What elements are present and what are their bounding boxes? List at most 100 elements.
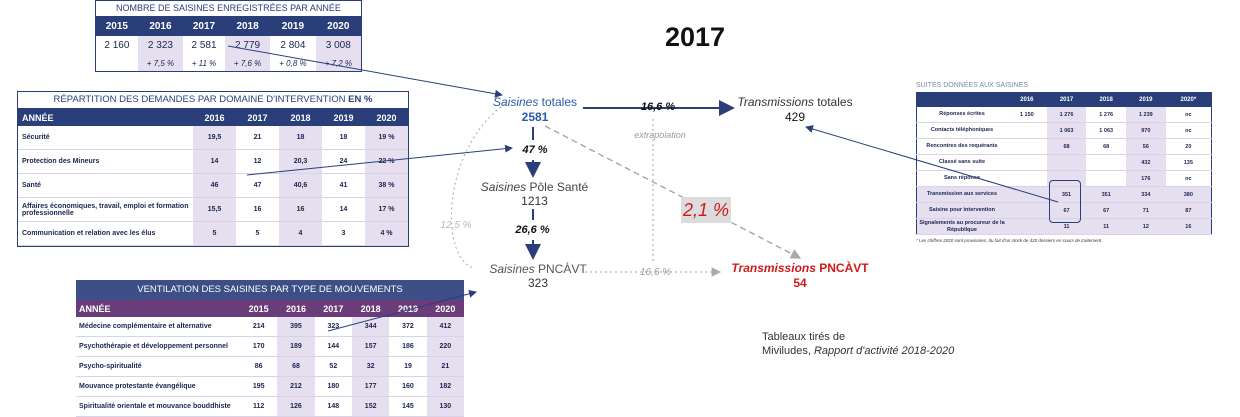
label-italic: Transmissions <box>731 261 816 275</box>
col-header: 2015 <box>96 17 138 36</box>
col-header: 2018 <box>1086 92 1127 107</box>
col-header: 2016 <box>193 109 236 126</box>
table-cell: 1 239 <box>1126 107 1166 123</box>
table-cell: 144 <box>314 336 352 357</box>
table-row: Affaires économiques, travail, emploi et… <box>18 197 408 222</box>
table-cell: 41 <box>322 173 365 198</box>
col-header: 2018 <box>224 17 271 36</box>
table-cell: 14 <box>193 149 236 174</box>
table-cell: 20,3 <box>279 149 322 174</box>
table-cell: 15,5 <box>193 197 236 222</box>
table-row: Rencontres des requérants 68 68 56 20 <box>916 138 1212 155</box>
col-header: 2019 <box>270 17 316 36</box>
col-header: 2016 <box>277 300 315 317</box>
table-cell: 46 <box>193 173 236 198</box>
table-cell: 40,6 <box>279 173 322 198</box>
row-label: Affaires économiques, travail, emploi et… <box>18 197 193 222</box>
table-cell: 160 <box>389 376 427 397</box>
table-cell: 2 323 <box>137 36 184 55</box>
table-cell: + 7,5 % <box>137 55 184 71</box>
table-cell: 67 <box>1046 202 1087 219</box>
source-report: Rapport d'activité 2018-2020 <box>813 345 955 358</box>
table-cell: 4 <box>279 221 322 246</box>
pct-transmissions-totales: 16,6 % <box>640 101 676 113</box>
table-cell: 180 <box>314 376 352 397</box>
col-header: 2017 <box>314 300 352 317</box>
table-cell: 351 <box>1046 186 1087 203</box>
col-header: 2017 <box>183 17 225 36</box>
table-cell: 189 <box>277 336 315 357</box>
row-label: Psychothérapie et développement personne… <box>76 336 240 357</box>
row-label: Rencontres des requérants <box>916 138 1007 155</box>
table-cell: 1 063 <box>1046 122 1087 139</box>
table-title: RÉPARTITION DES DEMANDES PAR DOMAINE D'I… <box>18 92 408 109</box>
row-label: Transmission aux services <box>916 186 1007 203</box>
table-cell: 14 <box>322 197 365 222</box>
table-cell: 11 <box>1086 218 1127 235</box>
table-cell: 68 <box>1086 138 1127 155</box>
row-label: Médecine complémentaire et alternative <box>76 317 240 337</box>
table-cell: 412 <box>426 317 464 337</box>
table-cell: 3 <box>322 221 365 246</box>
table-cell: 24 <box>322 149 365 174</box>
table-cell <box>1007 186 1047 203</box>
row-label: Signalements au procureur de la Républiq… <box>916 218 1007 235</box>
table-cell: 67 <box>1086 202 1127 219</box>
row-label: Réponses écrites <box>916 107 1007 123</box>
label-plain: totales <box>813 95 853 109</box>
col-header: 2015 <box>240 300 278 317</box>
table-row: Médecine complémentaire et alternative 2… <box>76 317 464 337</box>
table-cell: 12 <box>1126 218 1166 235</box>
col-header: 2019 <box>1126 92 1166 107</box>
table-cell: 1 276 <box>1046 107 1087 123</box>
highlight-box <box>1049 180 1081 223</box>
domaines-intervention-table: RÉPARTITION DES DEMANDES PAR DOMAINE D'I… <box>17 91 409 247</box>
saisines-pnc-value: 323 <box>527 276 549 290</box>
table-row: Protection des Mineurs 14 12 20,3 24 22 … <box>18 149 408 174</box>
table-cell <box>1046 170 1087 187</box>
table-cell: 12 <box>236 149 279 174</box>
table-row: Transmission aux services 351 351 334 38… <box>916 186 1212 203</box>
label-plain: PNCÀVT <box>534 262 587 276</box>
table-cell: 2 779 <box>224 36 271 55</box>
table-cell: 38 % <box>365 173 408 198</box>
table-cell: + 7,2 % <box>315 55 361 71</box>
table-cell: 334 <box>1126 186 1166 203</box>
table-row: Psycho-spiritualité 86 68 52 32 19 21 <box>76 356 464 377</box>
table-cell <box>1046 154 1087 171</box>
row-label: Mouvance protestante évangélique <box>76 376 240 397</box>
suites-saisines-table: SUITES DONNÉES AUX SAISINES 2016 2017 20… <box>916 80 1212 243</box>
table-row: Contacts téléphoniques 1 063 1 063 970 n… <box>916 122 1212 139</box>
table-header-row: 2015 2016 2017 2018 2019 2020 <box>96 17 361 36</box>
table-footnote: * Les chiffres 2020 sont provisoires, du… <box>916 238 1103 243</box>
row-label: Contacts téléphoniques <box>916 122 1007 139</box>
table-cell: 170 <box>240 336 278 357</box>
arrow-suites-to-transmissions <box>805 125 1059 203</box>
source-publisher: Miviludes, <box>762 345 814 358</box>
saisines-pnc-label: Saisines PNCÀVT <box>468 262 608 276</box>
col-header: 2020 <box>426 300 464 317</box>
table-cell <box>1007 218 1047 235</box>
pct-sante: 47 % <box>522 144 548 156</box>
table-cell: + 0,8 % <box>279 58 307 68</box>
table-row: Communication et relation avec les élus … <box>18 221 408 246</box>
table-cell: 2 804 <box>280 40 306 51</box>
table-cell: 68 <box>277 356 315 377</box>
table-row: + 7,5 % + 11 % + 7,6 % + 0,8 % + 7,2 % <box>96 55 361 71</box>
transmissions-totales-label: Transmissions totales <box>725 95 865 109</box>
dotted-curve-12-5 <box>450 103 506 269</box>
table-row: Sans réponse 176 nc <box>916 170 1212 187</box>
table-cell: nc <box>1165 122 1212 139</box>
pct-pnc: 26,6 % <box>515 224 550 236</box>
table-header-row: ANNÉE 2015 2016 2017 2018 2019 2020 <box>76 300 464 317</box>
table-cell <box>1007 138 1047 155</box>
col-header: 2018 <box>351 300 390 317</box>
label-italic: Transmissions <box>737 95 814 109</box>
row-label: Saisine pour intervention <box>916 202 1007 219</box>
col-header: 2017 <box>236 109 279 126</box>
table-cell: 157 <box>351 336 390 357</box>
table-cell: 56 <box>1126 138 1166 155</box>
row-label: Sécurité <box>18 126 193 150</box>
saisines-totales-value: 2581 <box>521 110 549 124</box>
col-header: 2017 <box>1046 92 1087 107</box>
